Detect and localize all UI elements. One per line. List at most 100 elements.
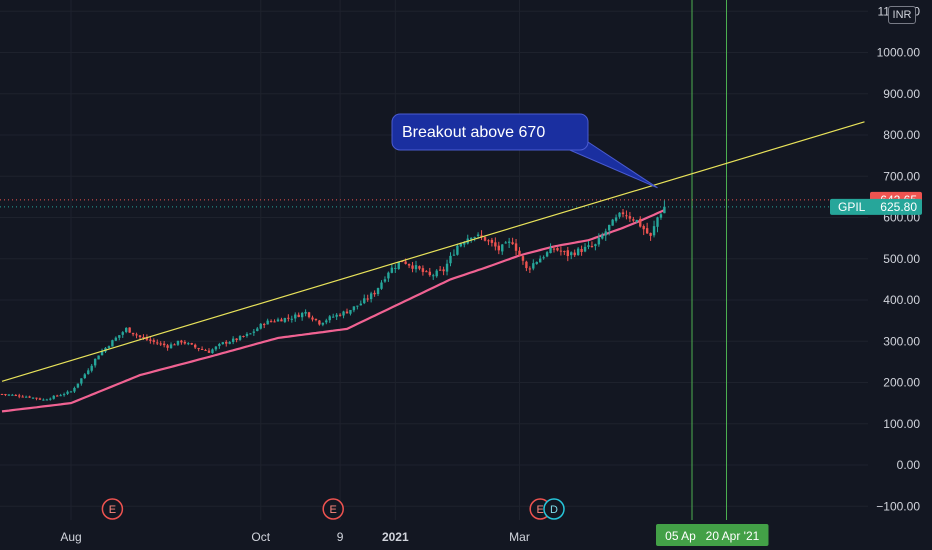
candle-body bbox=[18, 395, 21, 397]
candle-body bbox=[518, 250, 521, 256]
candle-body bbox=[611, 219, 614, 226]
candle-body bbox=[300, 313, 304, 318]
candle-body bbox=[583, 246, 587, 252]
candle-body bbox=[138, 335, 142, 338]
symbol-tag-label: GPIL bbox=[838, 200, 866, 214]
candle-body bbox=[328, 316, 331, 321]
price-tags: 642.65GPIL625.80 bbox=[830, 191, 922, 215]
vertical-lines bbox=[691, 0, 727, 520]
candle-body bbox=[21, 396, 24, 398]
candle-body bbox=[566, 250, 569, 257]
candle-body bbox=[376, 288, 380, 295]
candle-body bbox=[187, 343, 190, 345]
candle-body bbox=[401, 261, 404, 263]
y-tick-label: 500.00 bbox=[883, 252, 920, 266]
candle-body bbox=[332, 316, 335, 318]
candle-body bbox=[190, 343, 193, 345]
x-tick-label: 9 bbox=[337, 530, 344, 544]
x-axis: Aug Oct 9 2021 Mar bbox=[0, 520, 932, 550]
candle-body bbox=[390, 267, 394, 273]
candle-body bbox=[266, 320, 269, 325]
candle-body bbox=[0, 394, 4, 396]
candle-body bbox=[166, 345, 169, 348]
candle-body bbox=[632, 219, 635, 221]
candle-body bbox=[456, 245, 459, 255]
candle-body bbox=[245, 333, 249, 336]
candle-body bbox=[525, 261, 528, 269]
candle-body bbox=[159, 343, 162, 345]
candle-body bbox=[449, 255, 452, 264]
candle-body bbox=[197, 348, 200, 350]
candle-body bbox=[639, 218, 642, 227]
candle-body bbox=[218, 343, 221, 347]
candle-body bbox=[497, 245, 500, 251]
candle-body bbox=[69, 391, 73, 393]
earnings-marker-label: E bbox=[330, 504, 337, 516]
grid bbox=[0, 0, 868, 520]
candle-body bbox=[73, 387, 76, 392]
candle-body bbox=[656, 217, 659, 227]
y-axis-panel bbox=[868, 0, 932, 520]
trendline[interactable] bbox=[1, 121, 865, 382]
candle-body bbox=[652, 226, 656, 236]
y-tick-label: 800.00 bbox=[883, 128, 920, 142]
x-tick-label: Mar bbox=[509, 530, 530, 544]
candle-body bbox=[352, 306, 356, 311]
candle-body bbox=[28, 396, 31, 398]
candle-body bbox=[304, 311, 307, 314]
candle-body bbox=[507, 241, 511, 243]
candle-body bbox=[635, 219, 638, 222]
candle-body bbox=[504, 242, 507, 244]
candle-body bbox=[49, 398, 52, 400]
candle-body bbox=[76, 383, 80, 388]
candle-body bbox=[7, 394, 11, 396]
candle-body bbox=[432, 275, 435, 277]
dividend-marker[interactable] bbox=[543, 498, 565, 520]
candle-body bbox=[394, 267, 397, 269]
candle-body bbox=[252, 331, 256, 333]
candle-body bbox=[532, 263, 535, 269]
candle-body bbox=[24, 396, 28, 398]
candle-body bbox=[242, 335, 245, 337]
candles bbox=[0, 200, 666, 401]
y-tick-label: 400.00 bbox=[883, 293, 920, 307]
candle-body bbox=[318, 320, 321, 325]
candle-body bbox=[614, 217, 618, 221]
candle-body bbox=[421, 268, 425, 272]
annotation-callout[interactable]: Breakout above 670 bbox=[391, 113, 658, 189]
candle-body bbox=[311, 317, 314, 320]
earnings-marker[interactable] bbox=[322, 498, 344, 520]
candle-body bbox=[501, 244, 504, 252]
candle-body bbox=[145, 337, 149, 340]
candle-body bbox=[114, 337, 118, 341]
candle-body bbox=[483, 237, 487, 241]
y-tick-label: 100.00 bbox=[883, 417, 920, 431]
candle-body bbox=[162, 343, 166, 346]
candle-body bbox=[628, 216, 632, 219]
candle-body bbox=[169, 344, 173, 349]
candle-body bbox=[559, 250, 563, 252]
candle-body bbox=[528, 268, 532, 270]
currency-button[interactable]: INR bbox=[888, 6, 916, 24]
y-axis: 1100.001000.00900.00800.00700.00600.0050… bbox=[868, 0, 932, 520]
y-tick-label: 1000.00 bbox=[877, 46, 921, 60]
x-tick-label: 2021 bbox=[382, 530, 409, 544]
candle-body bbox=[597, 237, 601, 245]
earnings-marker[interactable] bbox=[101, 498, 124, 520]
candle-body bbox=[338, 314, 342, 316]
candle-body bbox=[366, 298, 369, 300]
candle-body bbox=[142, 337, 145, 339]
candle-body bbox=[573, 252, 576, 256]
price-lines bbox=[0, 199, 868, 208]
candle-body bbox=[473, 237, 476, 239]
trendline-group[interactable] bbox=[1, 121, 865, 382]
candle-body bbox=[470, 237, 473, 240]
candle-body bbox=[342, 311, 345, 316]
candle-body bbox=[335, 314, 338, 317]
candle-body bbox=[625, 215, 628, 217]
candle-body bbox=[663, 206, 666, 214]
candle-body bbox=[259, 323, 262, 329]
candle-body bbox=[118, 335, 121, 338]
